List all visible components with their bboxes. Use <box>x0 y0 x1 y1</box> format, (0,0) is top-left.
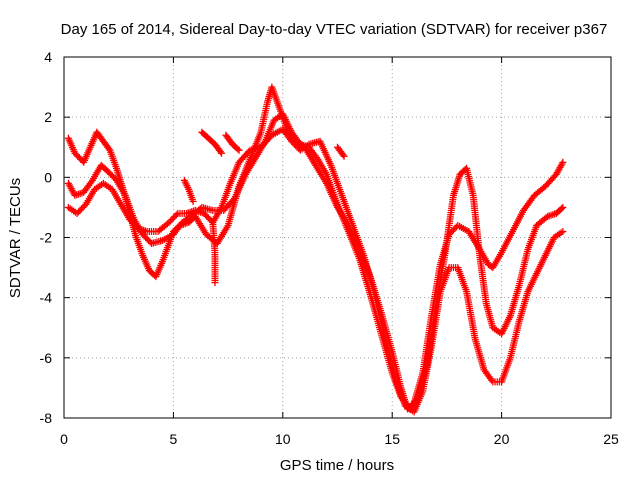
y-tick-label: -2 <box>40 230 53 246</box>
y-tick-label: -8 <box>40 410 53 426</box>
series-track-a <box>64 83 567 413</box>
x-tick-label: 25 <box>603 431 619 447</box>
y-tick-label: 0 <box>44 169 52 185</box>
x-tick-label: 0 <box>60 431 68 447</box>
y-tick-label: 2 <box>44 109 52 125</box>
x-axis-ticks: 0 5 10 15 20 25 <box>60 57 619 447</box>
x-tick-label: 20 <box>494 431 510 447</box>
y-axis-label: SDTVAR / TECUs <box>7 178 24 298</box>
plot-area: 0 5 10 15 20 25 -8 -6 -4 -2 0 2 4 <box>40 49 619 447</box>
scatter-segment-3 <box>180 176 197 205</box>
y-tick-label: -6 <box>40 350 53 366</box>
x-tick-label: 15 <box>384 431 400 447</box>
scatter-segment-2 <box>209 218 219 287</box>
scatter-segment-4 <box>334 143 348 160</box>
y-axis-ticks: -8 -6 -4 -2 0 2 4 <box>40 49 611 426</box>
x-tick-label: 10 <box>275 431 291 447</box>
series-track-b <box>64 110 567 413</box>
scatter-segment-1 <box>222 131 243 154</box>
x-tick-label: 5 <box>170 431 178 447</box>
series-track-c <box>64 125 567 416</box>
y-tick-label: 4 <box>44 49 52 65</box>
scatter-segment-0 <box>198 128 226 157</box>
x-axis-label: GPS time / hours <box>280 457 394 474</box>
chart-title: Day 165 of 2014, Sidereal Day-to-day VTE… <box>61 21 608 38</box>
data-points <box>64 83 567 416</box>
y-tick-label: -4 <box>40 290 53 306</box>
